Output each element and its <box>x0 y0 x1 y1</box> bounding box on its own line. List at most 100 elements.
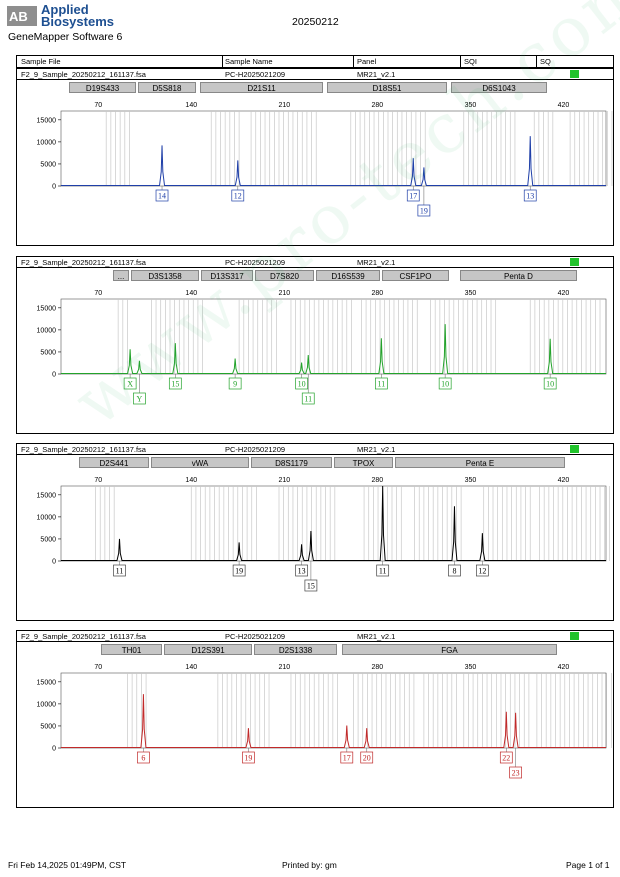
marker-label[interactable]: vWA <box>151 457 249 468</box>
page-number: Page 1 of 1 <box>566 860 610 870</box>
allele-call-box[interactable] <box>543 377 557 390</box>
sample-name: PC-H2025021209 <box>225 70 286 79</box>
allele-call-box[interactable] <box>417 204 431 217</box>
allele-call-label: 19 <box>244 754 252 763</box>
x-tick-label: 140 <box>185 477 197 484</box>
marker-label[interactable]: FGA <box>342 644 557 655</box>
allele-call-box[interactable] <box>340 751 354 764</box>
allele-call-label: 17 <box>409 192 417 201</box>
allele-call-box[interactable] <box>295 564 308 577</box>
marker-label[interactable]: D12S391 <box>164 644 252 655</box>
allele-call-label: 14 <box>158 192 166 201</box>
signal-trace <box>61 694 606 748</box>
allele-call-box[interactable] <box>133 392 146 405</box>
y-tick-label: 15000 <box>37 492 57 499</box>
allele-call-box[interactable] <box>304 579 318 592</box>
marker-label[interactable]: D6S1043 <box>451 82 547 93</box>
allele-call-label: 12 <box>478 567 486 576</box>
allele-call-label: 8 <box>452 567 456 576</box>
electropherogram-panel: F2_9_Sample_20250212_161137.fsa PC-H20250… <box>16 68 614 246</box>
marker-label[interactable]: TH01 <box>101 644 162 655</box>
allele-call-box[interactable] <box>448 564 461 577</box>
allele-call-box[interactable] <box>137 751 150 764</box>
marker-label[interactable]: D5S818 <box>138 82 196 93</box>
allele-call-box[interactable] <box>123 377 137 390</box>
col-sample-name: Sample Name <box>225 57 273 66</box>
marker-label[interactable]: Penta E <box>395 457 565 468</box>
quality-indicator <box>570 258 579 266</box>
sample-info-row: F2_9_Sample_20250212_161137.fsa PC-H20250… <box>17 257 613 268</box>
allele-call-label: 13 <box>298 567 306 576</box>
marker-label[interactable]: D18S51 <box>327 82 447 93</box>
allele-call-box[interactable] <box>155 189 169 202</box>
allele-call-label: 11 <box>304 395 312 404</box>
brand-line-1: Applied <box>41 2 89 17</box>
marker-label[interactable]: D2S1338 <box>254 644 337 655</box>
allele-call-box[interactable] <box>242 751 255 764</box>
x-tick-label: 70 <box>94 102 102 109</box>
x-tick-label: 210 <box>278 477 290 484</box>
y-tick-label: 10000 <box>37 514 57 521</box>
allele-call-box[interactable] <box>523 189 537 202</box>
allele-call-box[interactable] <box>228 377 242 390</box>
allele-call-box[interactable] <box>406 189 420 202</box>
allele-call-label: 12 <box>234 192 242 201</box>
allele-call-box[interactable] <box>509 766 522 779</box>
panel-name: MR21_v2.1 <box>357 632 396 641</box>
marker-label[interactable]: D16S539 <box>316 270 380 281</box>
electropherogram-panel: F2_9_Sample_20250212_161137.fsa PC-H20250… <box>16 443 614 621</box>
software-name: GeneMapper Software 6 <box>8 31 123 43</box>
x-tick-label: 210 <box>278 664 290 671</box>
marker-label[interactable]: D2S441 <box>79 457 149 468</box>
x-tick-label: 420 <box>558 102 570 109</box>
col-sample-file: Sample File <box>21 57 61 66</box>
allele-call-box[interactable] <box>295 377 308 390</box>
sample-file: F2_9_Sample_20250212_161137.fsa <box>21 632 146 641</box>
brand-line-2: Biosystems <box>41 14 114 29</box>
marker-label[interactable]: D3S1358 <box>131 270 199 281</box>
allele-call-box[interactable] <box>375 377 388 390</box>
x-tick-label: 70 <box>94 290 102 297</box>
x-tick-label: 70 <box>94 664 102 671</box>
x-tick-label: 280 <box>372 290 384 297</box>
allele-call-box[interactable] <box>360 751 374 764</box>
allele-call-label: 22 <box>502 754 510 763</box>
allele-call-label: 23 <box>512 769 520 778</box>
marker-label[interactable]: Penta D <box>460 270 577 281</box>
allele-call-label: 17 <box>343 754 351 763</box>
x-tick-label: 350 <box>465 102 477 109</box>
marker-label[interactable]: D19S433 <box>69 82 136 93</box>
marker-label[interactable]: D21S11 <box>200 82 323 93</box>
allele-call-label: 9 <box>233 380 237 389</box>
marker-label[interactable]: ... <box>113 270 129 281</box>
allele-call-label: 10 <box>441 380 449 389</box>
col-sq: SQ <box>540 57 551 66</box>
svg-text:AB: AB <box>9 9 28 24</box>
x-tick-label: 350 <box>465 290 477 297</box>
marker-label[interactable]: D7S820 <box>255 270 314 281</box>
allele-call-box[interactable] <box>231 189 245 202</box>
marker-label[interactable]: CSF1PO <box>382 270 449 281</box>
allele-call-box[interactable] <box>499 751 513 764</box>
allele-call-box[interactable] <box>438 377 452 390</box>
signal-trace <box>61 324 606 374</box>
allele-call-box[interactable] <box>476 564 489 577</box>
quality-indicator <box>570 632 579 640</box>
allele-call-label: 15 <box>307 582 315 591</box>
allele-call-label: 10 <box>298 380 306 389</box>
sample-info-row: F2_9_Sample_20250212_161137.fsa PC-H20250… <box>17 444 613 455</box>
y-tick-label: 10000 <box>37 139 57 146</box>
marker-label[interactable]: D13S317 <box>201 270 253 281</box>
allele-call-box[interactable] <box>301 392 315 405</box>
panel-name: MR21_v2.1 <box>357 258 396 267</box>
marker-label[interactable]: TPOX <box>334 457 393 468</box>
y-tick-label: 0 <box>52 559 56 566</box>
x-tick-label: 280 <box>372 102 384 109</box>
allele-call-box[interactable] <box>232 564 246 577</box>
allele-call-box[interactable] <box>376 564 390 577</box>
allele-call-box[interactable] <box>168 377 182 390</box>
x-tick-label: 140 <box>185 290 197 297</box>
x-tick-label: 420 <box>558 477 570 484</box>
marker-label[interactable]: D8S1179 <box>251 457 332 468</box>
allele-call-box[interactable] <box>113 564 126 577</box>
